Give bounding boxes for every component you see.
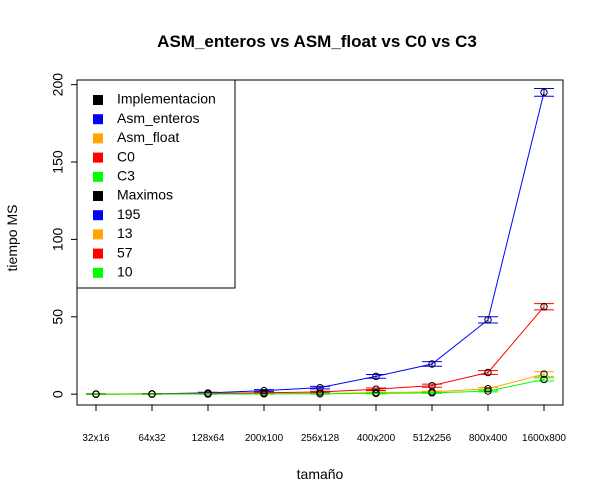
- legend-box: [76, 79, 236, 289]
- legend-swatch-c0: [93, 152, 103, 163]
- y-axis: 0 50 100 150 200: [50, 73, 77, 398]
- x-tick-label: 1600x800: [522, 433, 566, 444]
- y-tick-label: 200: [50, 73, 66, 97]
- chart-title: ASM_enteros vs ASM_float vs C0 vs C3: [157, 32, 477, 51]
- x-axis: 32x16 64x32 128x64 200x100 256x128 400x200 512…: [82, 405, 566, 444]
- y-tick-label: 100: [50, 228, 66, 252]
- data-point: [540, 303, 548, 311]
- data-point: [92, 390, 100, 398]
- series-layer: [86, 88, 554, 398]
- x-axis-label: tamaño: [297, 466, 344, 482]
- x-tick-label: 32x16: [82, 433, 110, 444]
- x-tick-label: 200x100: [245, 433, 284, 444]
- legend-label-10: 10: [117, 264, 133, 280]
- data-point: [540, 88, 548, 97]
- x-tick-label: 128x64: [192, 433, 225, 444]
- legend-label-c0: C0: [117, 148, 135, 164]
- data-point: [372, 389, 380, 398]
- legend-swatch-maximos: [93, 191, 103, 201]
- data-point: [260, 390, 268, 398]
- legend-label-asm-float: Asm_float: [117, 129, 179, 145]
- data-point: [148, 390, 156, 398]
- legend-label-implementacion: Implementacion: [117, 91, 216, 107]
- legend-label-57: 57: [117, 244, 133, 260]
- legend-swatch-13: [93, 229, 103, 240]
- data-point: [484, 368, 492, 377]
- y-tick-label: 50: [50, 309, 66, 325]
- data-point: [540, 370, 548, 378]
- legend-swatch-asm-enteros: [93, 114, 103, 125]
- legend-swatch-57: [93, 248, 103, 259]
- data-point: [484, 387, 492, 395]
- data-point: [316, 390, 324, 398]
- legend-swatch-195: [93, 210, 103, 221]
- legend-swatch-implementacion: [93, 95, 103, 105]
- data-point: [428, 389, 436, 397]
- series-line: [95, 306, 545, 395]
- y-axis-label: tiempo MS: [4, 205, 20, 272]
- x-tick-label: 800x400: [469, 433, 508, 444]
- legend-label-c3: C3: [117, 168, 135, 184]
- y-tick-label: 0: [50, 390, 66, 398]
- legend-swatch-asm-float: [93, 133, 103, 144]
- data-point: [372, 385, 380, 393]
- data-point: [428, 381, 436, 390]
- legend-label-maximos: Maximos: [117, 187, 173, 203]
- y-tick-label: 150: [50, 150, 66, 174]
- series-c3: [86, 377, 554, 395]
- x-tick-label: 64x32: [138, 433, 166, 444]
- data-point: [428, 360, 436, 368]
- legend-label-asm-enteros: Asm_enteros: [117, 110, 199, 126]
- x-tick-label: 400x200: [357, 433, 396, 444]
- data-point: [372, 372, 380, 381]
- data-point: [540, 375, 548, 384]
- data-point: [204, 390, 212, 398]
- legend: Implementacion Asm_enteros Asm_float C0 C3 Ma…: [76, 79, 236, 289]
- legend-label-13: 13: [117, 225, 133, 241]
- data-point: [484, 385, 492, 393]
- data-point: [484, 316, 492, 324]
- legend-label-195: 195: [117, 206, 141, 222]
- legend-swatch-10: [93, 267, 103, 278]
- legend-swatch-c3: [93, 171, 103, 182]
- x-tick-label: 512x256: [413, 433, 452, 444]
- data-point: [260, 386, 268, 395]
- x-tick-label: 256x128: [301, 433, 340, 444]
